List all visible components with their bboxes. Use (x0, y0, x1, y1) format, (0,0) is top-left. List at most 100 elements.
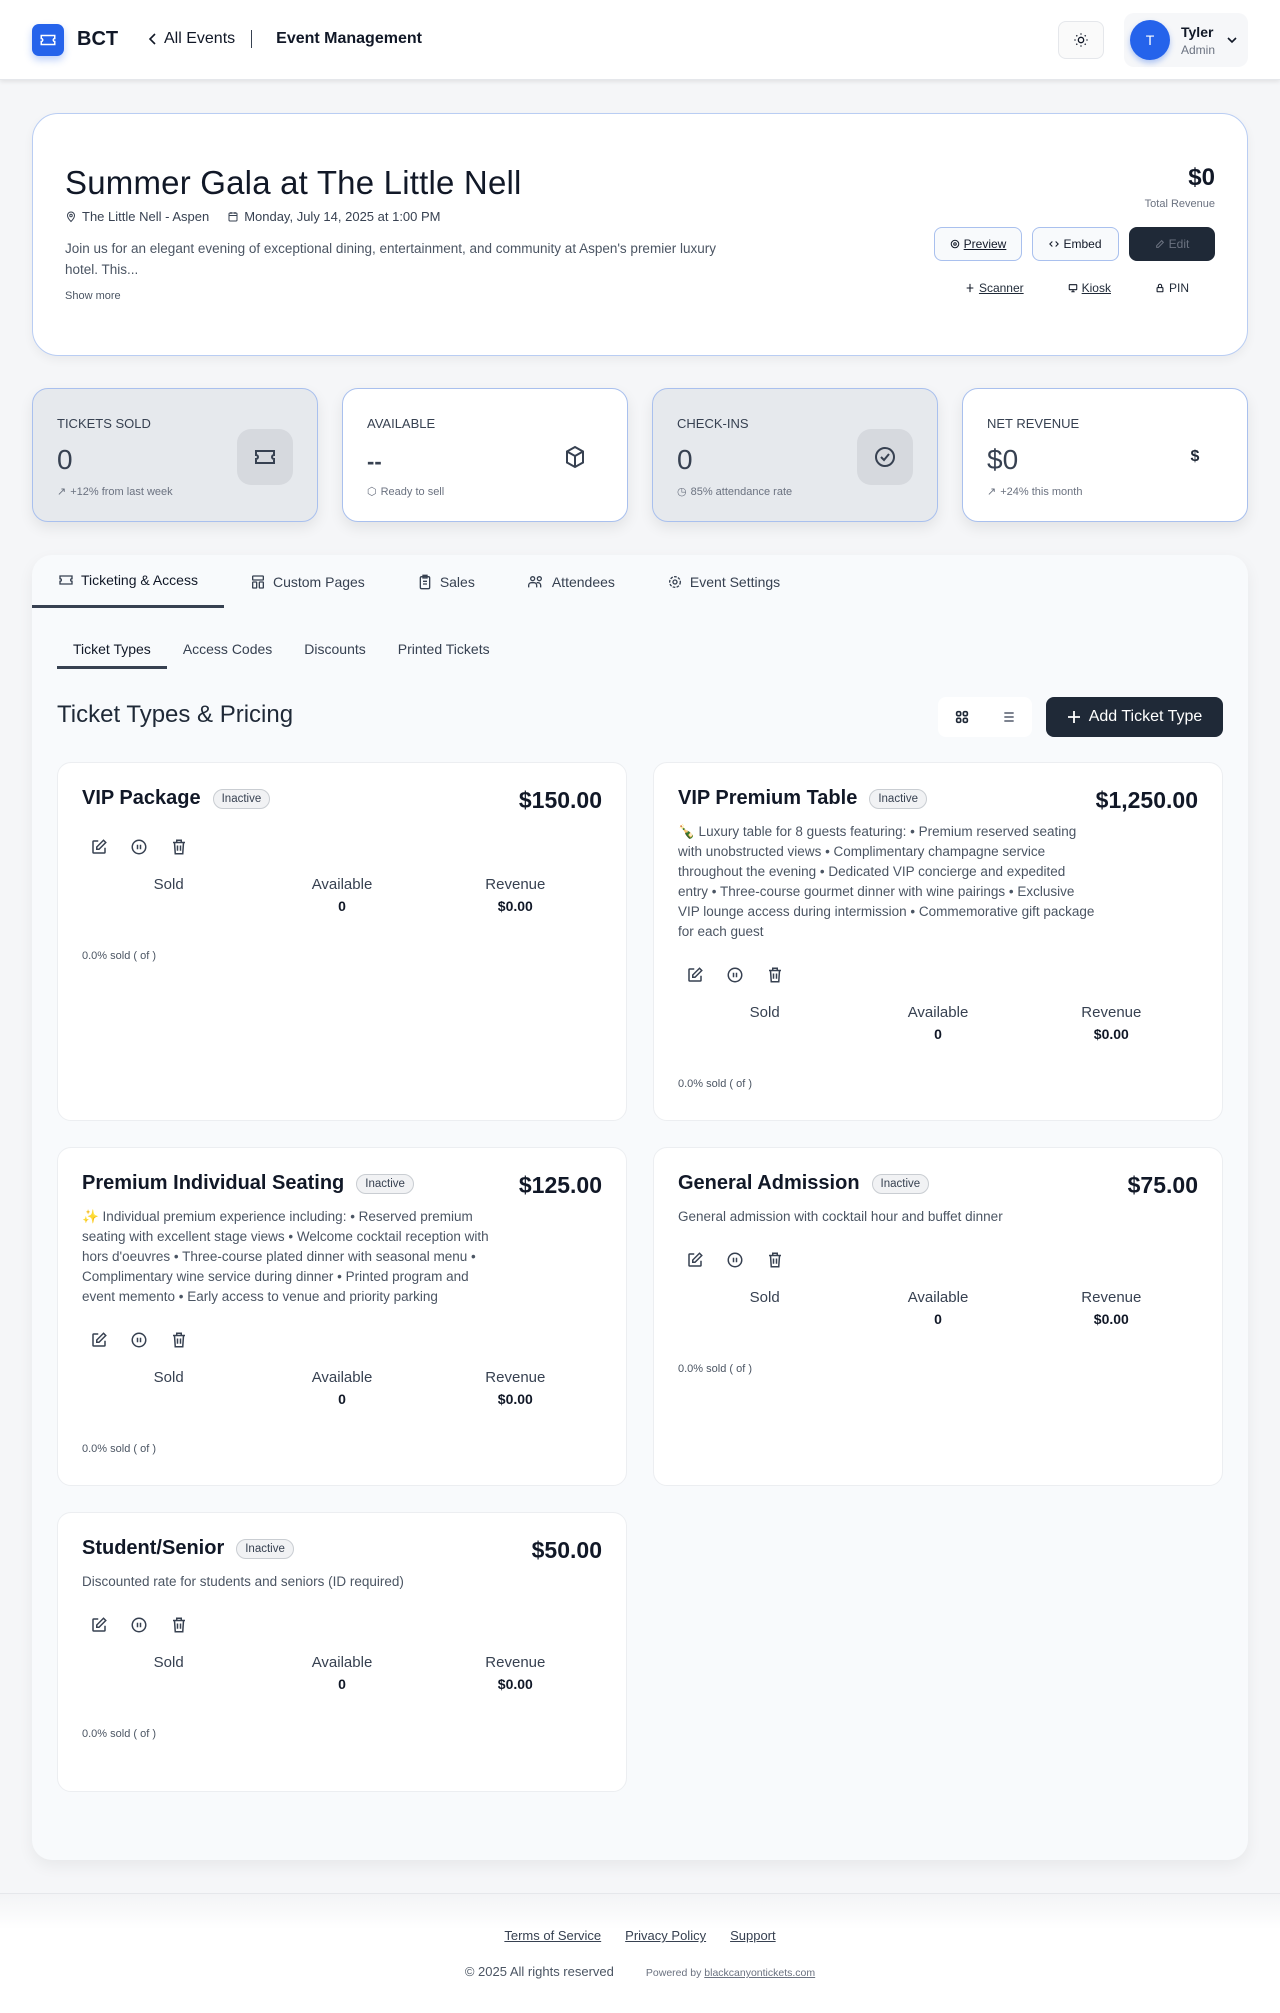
sold-progress-text: 0.0% sold ( of ) (678, 1078, 752, 1090)
subtab-access-codes[interactable]: Access Codes (182, 641, 273, 657)
tab-attendees[interactable]: Attendees (501, 555, 641, 608)
stat-label: TICKETS SOLD (57, 416, 151, 431)
stat-sub: 85% attendance rate (690, 485, 793, 498)
edit-button[interactable] (90, 1331, 108, 1349)
ticket-actions (90, 838, 602, 856)
terms-link[interactable]: Terms of Service (504, 1928, 602, 1943)
pause-button[interactable] (726, 966, 744, 984)
tab-event-settings[interactable]: Event Settings (641, 555, 806, 608)
edit-icon (688, 967, 703, 982)
add-ticket-type-button[interactable]: Add Ticket Type (1046, 697, 1223, 737)
ticket-icon (40, 34, 56, 46)
embed-button[interactable]: Embed (1032, 227, 1119, 261)
chevron-left-icon (148, 33, 156, 45)
ticket-actions (686, 966, 1198, 984)
tab-custom-pages[interactable]: Custom Pages (224, 555, 391, 608)
pause-button[interactable] (130, 1331, 148, 1349)
eye-icon (950, 239, 959, 249)
pause-icon (131, 1617, 147, 1633)
status-badge: Inactive (212, 788, 271, 809)
available-value: 0 (338, 1676, 346, 1692)
gear-icon (668, 575, 681, 588)
check-circle-icon (857, 429, 913, 485)
ticket-description: General admission with cocktail hour and… (678, 1209, 1003, 1224)
ticket-grid: VIP Package Inactive $150.00 Sold Availabl… (57, 762, 1223, 1792)
scanner-link[interactable]: Scanner (965, 281, 1024, 295)
stat-value: 0 (57, 444, 73, 475)
powered-by-link[interactable]: blackcanyontickets.com (704, 1967, 816, 1979)
edit-label: Edit (1168, 237, 1190, 251)
tab-label: Ticketing & Access (81, 572, 198, 588)
ticket-actions (90, 1616, 602, 1634)
event-summary-card: Summer Gala at The Little Nell The Littl… (32, 113, 1248, 356)
plus-icon (1067, 711, 1080, 723)
embed-label: Embed (1063, 237, 1102, 251)
grid-view-button[interactable] (954, 709, 970, 725)
sold-progress-text: 0.0% sold ( of ) (82, 1443, 156, 1455)
edit-icon (688, 1252, 703, 1267)
pause-button[interactable] (726, 1251, 744, 1269)
edit-button[interactable] (90, 838, 108, 856)
check-circle-icon: ◷ (677, 486, 687, 498)
edit-button[interactable] (686, 966, 704, 984)
list-view-button[interactable] (1001, 709, 1017, 725)
trash-button[interactable] (170, 1331, 188, 1349)
tab-sales[interactable]: Sales (391, 555, 501, 608)
preview-button[interactable]: Preview (934, 227, 1022, 261)
stat-value: 0 (677, 444, 693, 475)
pause-button[interactable] (130, 1616, 148, 1634)
privacy-link[interactable]: Privacy Policy (625, 1928, 707, 1943)
subtab-printed-tickets[interactable]: Printed Tickets (397, 641, 490, 657)
divider (251, 30, 253, 48)
stat-check-ins: CHECK-INS 0 ◷ 85% attendance rate (652, 388, 938, 522)
support-link[interactable]: Support (730, 1928, 776, 1943)
kiosk-link[interactable]: Kiosk (1068, 281, 1111, 295)
edit-button[interactable] (90, 1616, 108, 1634)
subtab-discounts[interactable]: Discounts (304, 641, 366, 657)
layout-icon (251, 574, 264, 589)
back-link[interactable]: All Events (148, 30, 235, 48)
add-label: Add Ticket Type (1088, 708, 1203, 725)
sun-icon (1074, 33, 1088, 47)
ticket-icon (59, 575, 73, 585)
tab-label: Event Settings (689, 573, 781, 590)
pause-button[interactable] (130, 838, 148, 856)
edit-button[interactable] (686, 1251, 704, 1269)
scanner-icon (966, 283, 974, 293)
clipboard-icon (419, 574, 431, 589)
trash-button[interactable] (170, 1616, 188, 1634)
code-icon (1049, 241, 1060, 247)
user-menu[interactable]: T Tyler Admin (1124, 13, 1248, 67)
revenue-value: $0.00 (497, 898, 533, 914)
page-title: Event Management (276, 30, 422, 47)
ticket-actions (686, 1251, 1198, 1269)
trash-button[interactable] (170, 838, 188, 856)
stat-available: AVAILABLE -- ⬡ Ready to sell (342, 388, 628, 522)
available-label: Available (311, 1369, 373, 1386)
stat-label: CHECK-INS (677, 416, 749, 431)
ticket-price: $150.00 (518, 787, 602, 813)
stat-value: $0 (987, 444, 1019, 475)
pause-icon (131, 839, 147, 855)
show-more-link[interactable]: Show more (65, 290, 121, 302)
ticket-card: Student/Senior Inactive $50.00 Discounted r… (57, 1512, 627, 1792)
pin-label: PIN (1168, 281, 1189, 295)
edit-button[interactable]: Edit (1129, 227, 1215, 261)
ticket-card: Premium Individual Seating Inactive $125.0… (57, 1147, 627, 1486)
sold-value (82, 898, 255, 916)
logo[interactable] (32, 24, 64, 56)
subtab-ticket-types[interactable]: Ticket Types (57, 637, 167, 669)
sold-label: Sold (153, 1369, 184, 1386)
trash-button[interactable] (766, 1251, 784, 1269)
pin-link[interactable]: PIN (1155, 281, 1189, 295)
theme-toggle-button[interactable] (1058, 21, 1104, 59)
trash-button[interactable] (766, 966, 784, 984)
stat-tickets-sold: TICKETS SOLD 0 ↗ +12% from last week (32, 388, 318, 522)
tab-ticketing-access[interactable]: Ticketing & Access (32, 555, 224, 608)
ticket-actions (90, 1331, 602, 1349)
trend-up-icon: ↗ (57, 486, 67, 498)
available-label: Available (311, 876, 373, 893)
breadcrumb: All Events Event Management (148, 30, 422, 48)
event-title: Summer Gala at The Little Nell (65, 164, 522, 201)
sold-value (82, 1391, 255, 1409)
